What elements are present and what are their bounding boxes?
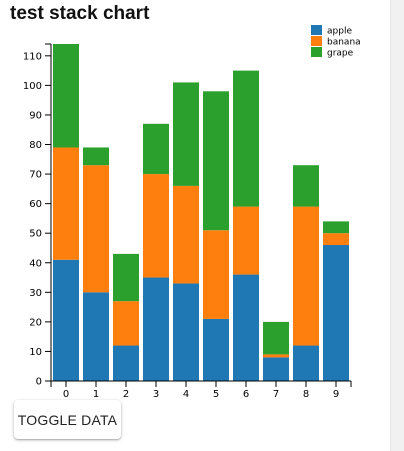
toggle-data-button[interactable]: TOGGLE DATA (14, 400, 121, 439)
x-axis: 0 1 2 3 4 5 6 7 8 9 (50, 380, 352, 400)
legend-label-apple: apple (327, 27, 352, 37)
legend-swatch-grape (311, 47, 322, 57)
x-tick-label: 5 (213, 389, 219, 400)
bar-grape-6 (233, 70, 259, 207)
y-tick-label: 30 (29, 288, 42, 299)
x-tick-label: 6 (243, 389, 249, 400)
legend-label-grape: grape (327, 49, 354, 59)
stacked-bar-chart: 0 10 20 30 40 50 60 70 80 90 100 110 0 1 2 3 4 5 6 7 8 9 app… (23, 25, 361, 400)
bar-banana-3 (143, 174, 169, 278)
x-tick-label: 7 (273, 389, 279, 400)
bar-banana-0 (53, 147, 79, 260)
bar-apple-1 (83, 292, 109, 381)
bar-grape-7 (263, 321, 289, 355)
bar-apple-0 (53, 259, 79, 381)
bar-banana-6 (233, 206, 259, 275)
bar-banana-7 (263, 354, 289, 358)
bar-grape-3 (143, 123, 169, 175)
legend-label-banana: banana (327, 38, 361, 48)
bar-apple-4 (173, 283, 199, 381)
bar-grape-0 (53, 44, 79, 148)
bar-apple-6 (233, 274, 259, 381)
y-tick-label: 70 (29, 170, 42, 181)
y-tick-label: 50 (29, 229, 42, 240)
bar-grape-1 (83, 147, 109, 166)
bar-grape-8 (293, 165, 319, 207)
x-tick-label: 1 (93, 389, 99, 400)
bar-apple-3 (143, 277, 169, 381)
y-tick-label: 100 (23, 81, 42, 92)
bar-grape-9 (323, 221, 349, 234)
x-tick-label: 9 (333, 389, 339, 400)
y-tick-label: 110 (23, 51, 42, 62)
bar-grape-2 (113, 253, 139, 302)
bar-apple-7 (263, 357, 289, 381)
legend-swatch-banana (311, 36, 322, 46)
y-tick-label: 20 (29, 317, 42, 328)
y-tick-label: 10 (29, 347, 42, 358)
x-tick-label: 4 (183, 389, 189, 400)
bar-apple-5 (203, 318, 229, 381)
bar-banana-9 (323, 233, 349, 246)
bars-layer (53, 44, 349, 381)
bar-banana-1 (83, 165, 109, 293)
bar-grape-5 (203, 91, 229, 231)
bar-banana-2 (113, 301, 139, 346)
bar-banana-5 (203, 230, 229, 319)
chart-title: test stack chart (10, 3, 150, 24)
x-tick-label: 3 (153, 389, 159, 400)
y-tick-label: 0 (36, 377, 42, 388)
legend-swatch-apple (311, 25, 322, 35)
x-tick-label: 2 (123, 389, 129, 400)
y-tick-label: 80 (29, 140, 42, 151)
bar-apple-8 (293, 345, 319, 381)
x-tick-label: 8 (303, 389, 309, 400)
bar-apple-2 (113, 345, 139, 381)
y-axis: 0 10 20 30 40 50 60 70 80 90 100 110 (23, 43, 52, 388)
x-tick-label: 0 (63, 389, 69, 400)
bar-apple-9 (323, 245, 349, 381)
y-tick-label: 40 (29, 258, 42, 269)
bar-banana-4 (173, 185, 199, 284)
y-tick-label: 90 (29, 110, 42, 121)
y-tick-label: 60 (29, 199, 42, 210)
scrollbar-track[interactable] (390, 0, 404, 451)
bar-grape-4 (173, 82, 199, 186)
bar-banana-8 (293, 206, 319, 346)
